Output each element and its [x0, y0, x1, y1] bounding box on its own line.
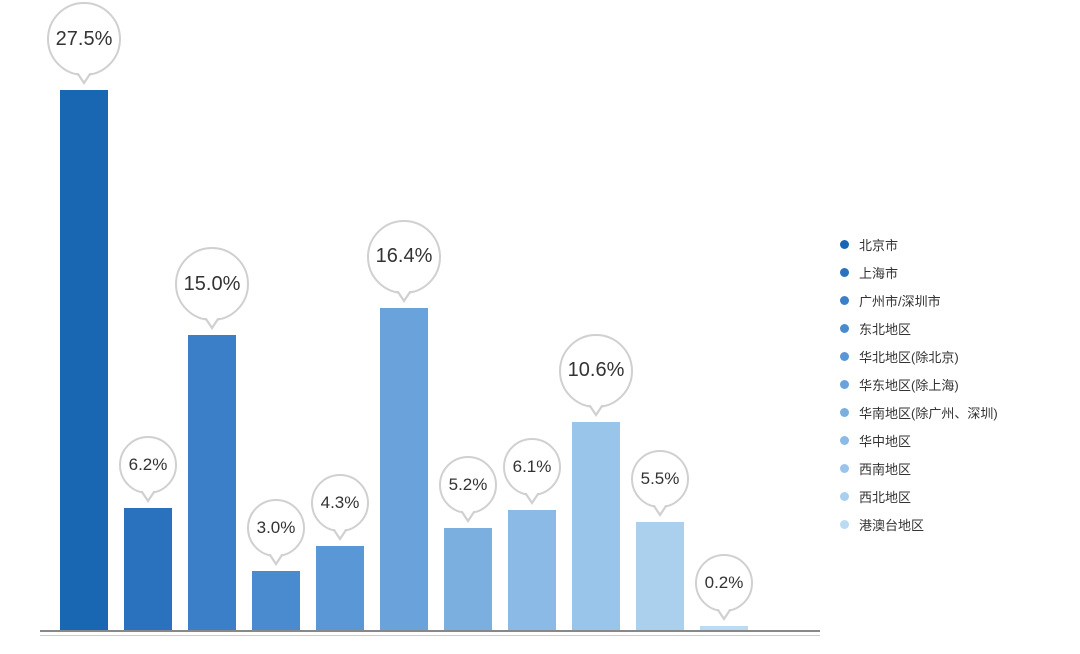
bar-chart: 27.5% 6.2% 15.0% 3.0% 4.3% 16.4% 5.2% 6.1% 10.6%…	[40, 0, 820, 640]
legend-item: 华南地区(除广州、深圳)	[840, 403, 1040, 422]
legend-swatch-icon	[840, 436, 849, 445]
bubble-tail-icon	[204, 318, 220, 330]
value-bubble: 5.2%	[439, 456, 497, 514]
legend-label: 西北地区	[859, 487, 911, 506]
bar	[444, 528, 492, 630]
legend-item: 华北地区(除北京)	[840, 347, 1040, 366]
bubble-tail-icon	[268, 554, 284, 566]
value-label: 27.5%	[56, 28, 113, 51]
legend-swatch-icon	[840, 296, 849, 305]
bubble-tail-icon	[716, 609, 732, 621]
value-label: 5.2%	[449, 475, 488, 495]
legend-label: 北京市	[859, 235, 898, 254]
bar	[380, 308, 428, 630]
legend-label: 东北地区	[859, 319, 911, 338]
bubble-tail-icon	[396, 291, 412, 303]
value-label: 4.3%	[321, 493, 360, 513]
legend-swatch-icon	[840, 464, 849, 473]
legend-label: 上海市	[859, 263, 898, 282]
legend-item: 广州市/深圳市	[840, 291, 1040, 310]
bubble-tail-icon	[460, 511, 476, 523]
bar	[508, 510, 556, 630]
bubble-tail-icon	[524, 493, 540, 505]
legend-label: 华中地区	[859, 431, 911, 450]
value-label: 6.2%	[129, 455, 168, 475]
bar	[188, 335, 236, 630]
legend-item: 北京市	[840, 235, 1040, 254]
plot-area: 27.5% 6.2% 15.0% 3.0% 4.3% 16.4% 5.2% 6.1% 10.6%…	[40, 0, 820, 632]
value-bubble: 4.3%	[311, 474, 369, 532]
legend-item: 华东地区(除上海)	[840, 375, 1040, 394]
legend-swatch-icon	[840, 324, 849, 333]
value-label: 16.4%	[376, 245, 433, 268]
bubble-tail-icon	[76, 73, 92, 85]
legend-swatch-icon	[840, 240, 849, 249]
legend-swatch-icon	[840, 352, 849, 361]
legend-label: 港澳台地区	[859, 515, 924, 534]
legend-swatch-icon	[840, 520, 849, 529]
value-bubble: 6.1%	[503, 438, 561, 496]
bar	[636, 522, 684, 630]
bubble-tail-icon	[652, 505, 668, 517]
legend-item: 华中地区	[840, 431, 1040, 450]
value-bubble: 16.4%	[367, 220, 441, 294]
value-bubble: 27.5%	[47, 2, 121, 76]
bar	[60, 90, 108, 630]
value-label: 6.1%	[513, 457, 552, 477]
bubble-tail-icon	[588, 405, 604, 417]
legend-swatch-icon	[840, 268, 849, 277]
value-bubble: 6.2%	[119, 436, 177, 494]
value-bubble: 10.6%	[559, 334, 633, 408]
legend-item: 西南地区	[840, 459, 1040, 478]
value-label: 15.0%	[184, 273, 241, 296]
legend-item: 西北地区	[840, 487, 1040, 506]
legend-swatch-icon	[840, 492, 849, 501]
bar	[124, 508, 172, 630]
legend-label: 西南地区	[859, 459, 911, 478]
legend-label: 广州市/深圳市	[859, 291, 941, 310]
value-bubble: 0.2%	[695, 554, 753, 612]
legend-label: 华北地区(除北京)	[859, 347, 959, 366]
bubble-tail-icon	[140, 491, 156, 503]
value-label: 10.6%	[568, 359, 625, 382]
value-label: 5.5%	[641, 469, 680, 489]
legend-item: 港澳台地区	[840, 515, 1040, 534]
legend-label: 华东地区(除上海)	[859, 375, 959, 394]
value-label: 0.2%	[705, 573, 744, 593]
bar	[252, 571, 300, 630]
bubble-tail-icon	[332, 529, 348, 541]
legend-item: 上海市	[840, 263, 1040, 282]
legend-swatch-icon	[840, 380, 849, 389]
bar	[316, 546, 364, 630]
legend: 北京市上海市广州市/深圳市东北地区华北地区(除北京) 华东地区(除上海) 华南地区(…	[840, 235, 1040, 543]
value-bubble: 15.0%	[175, 247, 249, 321]
legend-label: 华南地区(除广州、深圳)	[859, 403, 998, 422]
value-label: 3.0%	[257, 518, 296, 538]
value-bubble: 5.5%	[631, 450, 689, 508]
value-bubble: 3.0%	[247, 499, 305, 557]
axis-shadow	[40, 635, 820, 636]
bar	[700, 626, 748, 630]
bar	[572, 422, 620, 630]
legend-swatch-icon	[840, 408, 849, 417]
legend-item: 东北地区	[840, 319, 1040, 338]
